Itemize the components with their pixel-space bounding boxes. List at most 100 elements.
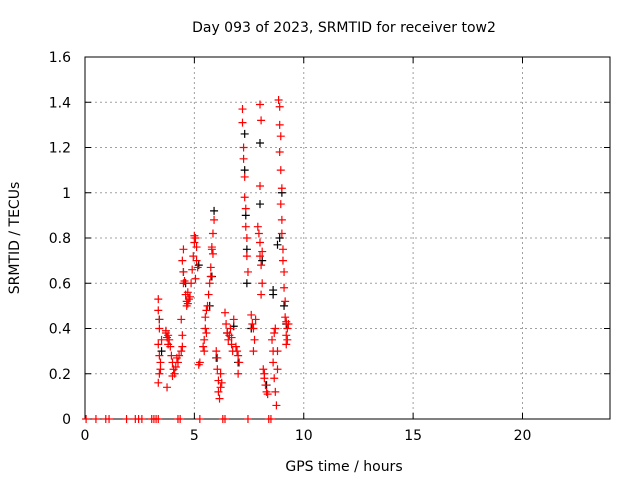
series-red-point: [276, 132, 285, 141]
grid-lines: [85, 57, 610, 419]
series-red-point: [168, 372, 177, 381]
series-red-point: [202, 329, 211, 338]
series-red-point: [217, 378, 226, 387]
series-red-point: [254, 229, 263, 238]
series-red-point: [154, 415, 163, 423]
series-red-point: [272, 401, 281, 410]
series-black-point: [280, 301, 289, 310]
series-red-point: [182, 301, 191, 310]
series-red-point: [154, 378, 163, 387]
series-red-point: [177, 315, 186, 324]
series-red-point: [186, 292, 194, 301]
series-red-point: [251, 315, 260, 324]
series-red-point: [179, 267, 188, 276]
series-red-point: [282, 340, 291, 349]
series-red-point: [221, 415, 229, 423]
series-red-point: [277, 184, 286, 193]
series-red-point: [212, 347, 221, 356]
series-red-point: [207, 243, 216, 252]
series-red-point: [280, 283, 289, 292]
series-red-point: [167, 351, 176, 360]
series-red-point: [284, 319, 293, 328]
series-black-point: [242, 245, 251, 254]
series-red-point: [271, 387, 280, 396]
series-red-point: [240, 172, 249, 181]
series-black-point: [275, 234, 284, 242]
series-red-point: [266, 415, 275, 423]
series-red-point: [278, 245, 287, 254]
series-black-point: [256, 200, 264, 209]
series-red-point: [275, 102, 284, 111]
x-tick-label: 15: [404, 428, 422, 444]
series-red-point: [155, 351, 164, 360]
series-red-point: [154, 306, 163, 315]
series-red-point: [213, 353, 222, 362]
series-red-point: [202, 306, 211, 315]
series-red-point: [193, 263, 202, 272]
series-red-point: [257, 290, 266, 299]
series-red-point: [240, 193, 249, 202]
series-red-point: [248, 319, 257, 328]
series-red-point: [154, 340, 163, 349]
series-red-point: [203, 301, 212, 310]
series-red-point: [189, 252, 198, 261]
series-red-point: [177, 347, 186, 356]
series-red-point: [201, 313, 210, 322]
series-red-point: [256, 252, 264, 261]
series-red-point: [204, 290, 213, 299]
series-red-point: [257, 261, 266, 270]
series-red-point: [216, 383, 225, 392]
series-red-point: [216, 369, 225, 378]
series-red-point: [221, 308, 229, 317]
x-tick-label: 0: [81, 428, 90, 444]
y-tick-label: 1.4: [49, 95, 71, 111]
series-black-point: [240, 129, 249, 138]
series-black-point: [157, 347, 166, 356]
series-red-point: [164, 331, 173, 340]
series-red-point: [195, 358, 204, 367]
y-axis-label: SRMTID / TECUs: [7, 182, 23, 295]
series-red-point: [173, 358, 182, 367]
y-tick-label: 1.2: [49, 141, 71, 157]
series-red-point: [277, 229, 286, 238]
series-red-point: [242, 252, 251, 261]
x-tick-label: 20: [514, 428, 532, 444]
series-black-point: [258, 256, 267, 265]
series-red-point: [205, 279, 214, 288]
series-red-point: [180, 276, 189, 285]
chart-title: Day 093 of 2023, SRMTID for receiver tow…: [192, 20, 496, 36]
series-red-point: [257, 116, 266, 125]
series-red-point: [82, 415, 91, 423]
series-red-point: [256, 100, 264, 109]
series-red-point: [178, 256, 187, 265]
y-tick-label: 0.4: [49, 322, 71, 338]
series-red-point: [247, 310, 256, 319]
series-red-point: [273, 347, 282, 356]
series-red-point: [249, 347, 258, 356]
series-red-point: [161, 326, 170, 335]
series-red-point: [122, 415, 131, 423]
series-red-point: [256, 181, 264, 190]
series-red-point: [156, 358, 165, 367]
series-red-point: [239, 143, 248, 152]
series-red-point: [283, 324, 292, 333]
series-red-point: [215, 394, 224, 403]
x-axis-label: GPS time / hours: [285, 459, 402, 475]
series-red-point: [253, 222, 262, 231]
series-red-point: [175, 351, 184, 360]
series-red-point: [250, 335, 259, 344]
series-red-point: [258, 279, 267, 288]
series-red-point: [270, 374, 279, 383]
series-red-point: [234, 351, 243, 360]
y-tick-label: 0.2: [49, 367, 71, 383]
series-black-point: [241, 211, 250, 220]
series-red-point: [222, 319, 231, 328]
series-red-point: [273, 365, 282, 374]
series-red-point: [261, 381, 270, 390]
series-red-point: [278, 256, 287, 265]
series-red-point: [235, 358, 244, 367]
series-red-point: [243, 415, 252, 423]
series-red-point: [242, 234, 251, 242]
series-black-point: [273, 240, 282, 249]
